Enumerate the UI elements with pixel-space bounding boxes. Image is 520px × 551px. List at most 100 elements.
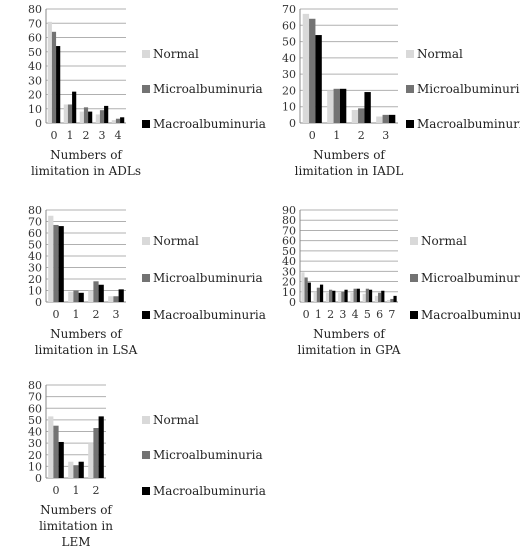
bar-macroalbuminuria-4 (356, 288, 360, 302)
legend-label: Microalbuminuria (153, 448, 263, 462)
bar-microalbuminuria-3 (113, 296, 119, 302)
legend-label: Microalbuminuria (417, 82, 520, 96)
y-tick-label: 10 (282, 101, 296, 114)
bar-microalbuminuria-1 (73, 465, 79, 478)
bar-macroalbuminuria-1 (78, 461, 84, 478)
y-tick-label: 0 (35, 117, 42, 130)
bar-macroalbuminuria-0 (56, 46, 61, 123)
bar-macroalbuminuria-2 (88, 111, 93, 123)
x-tick-label: 1 (315, 308, 322, 321)
bar-normal-4 (111, 120, 116, 123)
y-tick-label: 70 (28, 391, 42, 404)
y-tick-label: 30 (282, 265, 296, 278)
bar-microalbuminuria-1 (333, 88, 340, 123)
bar-normal-1 (68, 291, 74, 302)
y-tick-label: 40 (28, 60, 42, 73)
bar-microalbuminuria-3 (382, 114, 389, 123)
y-tick-label: 60 (28, 32, 42, 45)
y-tick-label: 30 (28, 74, 42, 87)
y-tick-label: 0 (35, 472, 42, 485)
chart-panel-2: 0 10 20 30 40 50 60 70 0 1 2 3 Numbers of limitation … (282, 3, 520, 178)
x-axis-label: limitation in (39, 519, 113, 533)
x-tick-label: 1 (333, 129, 340, 142)
bar-microalbuminuria-6 (378, 292, 382, 302)
bar-macroalbuminuria-6 (381, 290, 385, 302)
bar-macroalbuminuria-3 (344, 289, 348, 302)
bar-normal-0 (48, 416, 54, 478)
legend-label: Normal (153, 47, 199, 61)
bar-macroalbuminuria-1 (319, 284, 324, 302)
legend-swatch-microalbuminuria (142, 451, 150, 459)
bar-macroalbuminuria-2 (98, 416, 104, 478)
bar-microalbuminuria-0 (53, 425, 59, 478)
legend-swatch-macroalbuminuria (142, 311, 150, 319)
y-tick-label: 10 (282, 286, 296, 299)
bar-macroalbuminuria-4 (120, 117, 125, 123)
legend-swatch-normal (142, 237, 150, 245)
legend-label: Normal (421, 234, 467, 248)
legend-label: Microalbuminuria (153, 271, 263, 285)
x-tick-label: 2 (327, 308, 334, 321)
y-tick-label: 60 (282, 235, 296, 248)
bar-macroalbuminuria-3 (388, 114, 396, 123)
bar-macroalbuminuria-0 (58, 441, 64, 478)
legend-label: Microalbuminuria (153, 82, 263, 96)
x-tick-label: 1 (73, 308, 80, 321)
y-tick-label: 50 (28, 414, 42, 427)
legend-swatch-normal (142, 416, 150, 424)
x-axis-label: Numbers of (50, 327, 123, 341)
x-tick-label: 0 (303, 308, 310, 321)
x-axis-label: Numbers of (313, 327, 386, 341)
x-tick-label: 7 (388, 308, 395, 321)
x-axis-label: limitation in GPA (298, 343, 401, 357)
y-tick-label: 80 (28, 204, 42, 217)
bar-microalbuminuria-0 (304, 277, 308, 302)
y-tick-label: 0 (35, 296, 42, 309)
bar-macroalbuminuria-0 (58, 226, 64, 302)
x-tick-label: 2 (93, 308, 100, 321)
bar-macroalbuminuria-2 (98, 284, 104, 302)
x-tick-label: 2 (358, 129, 365, 142)
y-tick-label: 20 (28, 89, 42, 102)
y-tick-label: 30 (28, 437, 42, 450)
bar-macroalbuminuria-3 (104, 105, 109, 123)
legend-label: Macroalbuminuria (421, 308, 520, 322)
x-axis-label: LEM (61, 535, 90, 549)
bar-microalbuminuria-4 (353, 288, 357, 302)
y-tick-label: 70 (28, 216, 42, 229)
x-tick-label: 0 (53, 308, 60, 321)
bar-macroalbuminuria-3 (118, 289, 124, 302)
x-axis-label: Numbers of (40, 503, 113, 517)
bar-macroalbuminuria-1 (78, 292, 84, 302)
x-tick-label: 3 (339, 308, 346, 321)
y-tick-label: 30 (282, 68, 296, 81)
bar-macroalbuminuria-2 (332, 290, 336, 302)
y-tick-label: 80 (28, 379, 42, 392)
bar-normal-0 (47, 21, 52, 124)
bar-microalbuminuria-2 (83, 107, 89, 123)
bar-normal-3 (338, 292, 342, 302)
bar-microalbuminuria-5 (365, 288, 369, 302)
x-tick-label: 4 (352, 308, 359, 321)
bar-microalbuminuria-1 (316, 287, 320, 302)
bar-normal-1 (68, 461, 74, 478)
bar-normal-2 (88, 290, 94, 302)
x-tick-label: 2 (83, 129, 90, 142)
x-axis-label: Numbers of (313, 148, 386, 162)
legend-swatch-normal (406, 50, 414, 58)
x-tick-label: 3 (382, 129, 389, 142)
x-tick-label: 1 (67, 129, 74, 142)
y-tick-label: 80 (282, 214, 296, 227)
bar-normal-3 (95, 114, 100, 123)
y-tick-label: 20 (28, 273, 42, 286)
bar-macroalbuminuria-1 (72, 91, 77, 123)
bar-normal-2 (325, 292, 330, 302)
y-tick-label: 10 (28, 460, 42, 473)
y-tick-label: 40 (28, 426, 42, 439)
bar-macroalbuminuria-0 (315, 35, 322, 123)
bar-microalbuminuria-3 (341, 291, 345, 302)
bar-microalbuminuria-2 (93, 428, 99, 478)
